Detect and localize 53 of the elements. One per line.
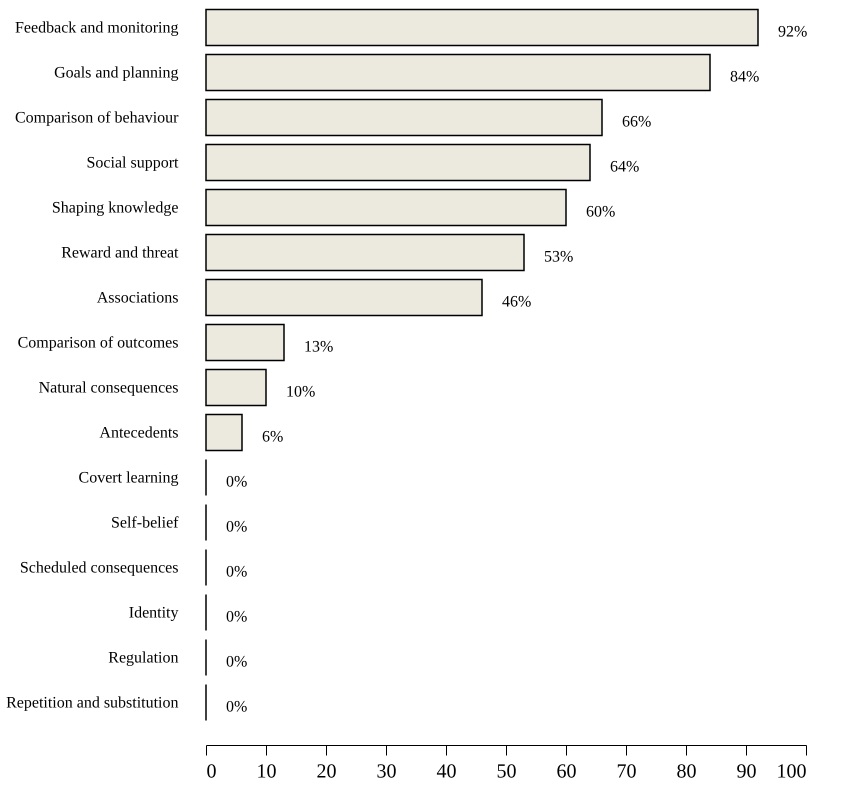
x-tick-label: 0: [206, 760, 216, 782]
data-label: 66%: [622, 114, 652, 130]
bar: [205, 8, 759, 46]
x-tick-label: 90: [736, 760, 756, 782]
bar: [205, 414, 243, 452]
y-tick-label: Antecedents: [99, 424, 178, 442]
data-label: 0%: [226, 608, 248, 626]
x-tick-label: 10: [256, 760, 276, 782]
data-label: 64%: [610, 158, 640, 176]
data-label: 53%: [544, 248, 574, 266]
x-tick-label: 60: [556, 760, 576, 782]
data-label: 0%: [226, 518, 248, 536]
bar: [205, 98, 603, 136]
y-tick-label: Identity: [128, 604, 178, 622]
bar: [205, 54, 711, 92]
bar: [205, 368, 267, 406]
bar: [205, 144, 591, 182]
x-tick-label: 40: [436, 760, 456, 782]
y-tick-label: Comparison of outcomes: [18, 334, 178, 352]
bar: [205, 278, 483, 316]
y-tick-label: Feedback and monitoring: [14, 20, 178, 36]
data-label: 60%: [586, 204, 616, 220]
data-label: 92%: [778, 24, 808, 40]
data-label: 10%: [286, 384, 316, 400]
data-label: 13%: [304, 338, 334, 356]
data-label: 46%: [502, 294, 532, 310]
data-label: 0%: [226, 698, 248, 716]
x-tick-label: 70: [616, 760, 636, 782]
data-label: 84%: [730, 68, 760, 86]
x-tick-label: 80: [676, 760, 696, 782]
y-tick-label: Regulation: [108, 650, 178, 666]
y-tick-label: Social support: [86, 154, 180, 172]
x-tick-label: 20: [316, 760, 336, 782]
y-tick-label: Covert learning: [78, 470, 178, 486]
bar: [205, 324, 285, 362]
y-tick-label: Self-belief: [110, 514, 180, 532]
y-tick-label: Natural consequences: [38, 380, 178, 396]
bar: [205, 188, 567, 226]
y-tick-label: Goals and planning: [54, 64, 178, 82]
x-tick-label: 30: [376, 760, 396, 782]
y-tick-label: Shaping knowledge: [52, 200, 178, 216]
data-label: 6%: [262, 428, 284, 446]
x-tick-label: 50: [496, 760, 516, 782]
data-label: 0%: [226, 564, 248, 580]
bar: [205, 234, 525, 272]
y-tick-label: Repetition and substitution: [6, 694, 178, 712]
y-tick-label: Scheduled consequences: [20, 560, 178, 576]
y-tick-label: Comparison of behaviour: [14, 110, 180, 126]
data-label: 0%: [226, 654, 248, 670]
x-tick-label: 100: [776, 760, 806, 782]
y-tick-label: Reward and threat: [61, 244, 180, 262]
y-tick-label: Associations: [96, 290, 178, 306]
data-label: 0%: [226, 474, 248, 490]
